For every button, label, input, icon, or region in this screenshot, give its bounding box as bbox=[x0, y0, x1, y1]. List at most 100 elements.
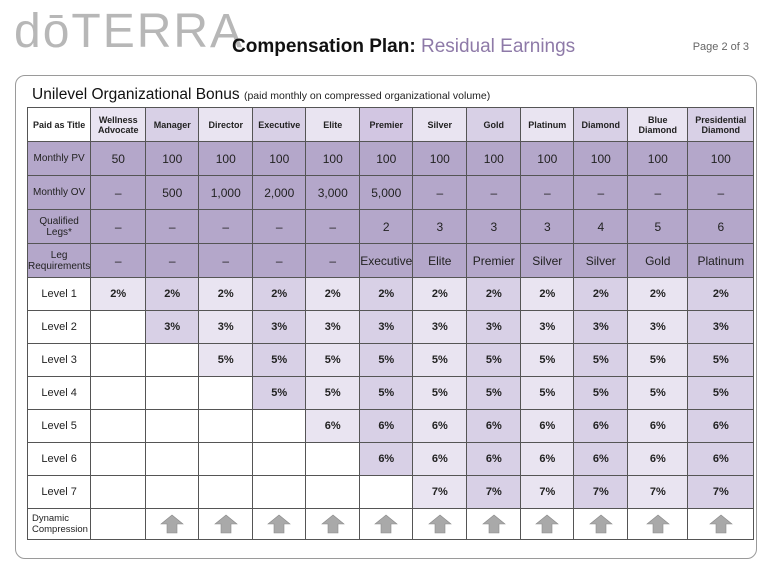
requirement-cell: – bbox=[687, 175, 755, 210]
requirement-cell: – bbox=[520, 175, 575, 210]
requirement-cell: Gold bbox=[627, 243, 689, 278]
requirement-cell: – bbox=[627, 175, 689, 210]
rank-header: Blue Diamond bbox=[627, 107, 689, 142]
section-heading: Unilevel Organizational Bonus (paid mont… bbox=[32, 86, 490, 104]
requirement-cell: – bbox=[252, 243, 307, 278]
requirement-cell: – bbox=[466, 175, 522, 210]
empty-cell bbox=[90, 343, 147, 377]
requirement-cell: Silver bbox=[520, 243, 575, 278]
percentage-cell: 7% bbox=[520, 475, 575, 509]
percentage-cell: 3% bbox=[359, 310, 414, 344]
empty-cell bbox=[252, 475, 307, 509]
requirement-cell: 5,000 bbox=[359, 175, 414, 210]
requirement-cell: Elite bbox=[412, 243, 468, 278]
requirement-cell: 100 bbox=[145, 141, 200, 176]
compression-cell bbox=[305, 508, 361, 540]
rank-header: Wellness Advocate bbox=[90, 107, 147, 142]
percentage-cell: 7% bbox=[412, 475, 468, 509]
percentage-cell: 3% bbox=[145, 310, 200, 344]
percentage-cell: 5% bbox=[520, 376, 575, 410]
requirement-cell: – bbox=[573, 175, 629, 210]
requirement-cell: 100 bbox=[687, 141, 755, 176]
requirement-cell: – bbox=[305, 209, 361, 244]
section-note: (paid monthly on compressed organization… bbox=[243, 90, 491, 102]
requirement-cell: Silver bbox=[573, 243, 629, 278]
level-label: Level 7 bbox=[26, 475, 92, 509]
requirement-cell: 100 bbox=[198, 141, 254, 176]
percentage-cell: 5% bbox=[687, 376, 755, 410]
percentage-cell: 6% bbox=[359, 442, 414, 476]
requirement-row: Monthly PV 50 100 100 100 100 100 100 100 100 100 1… bbox=[26, 141, 755, 176]
empty-cell bbox=[90, 376, 147, 410]
row-label: Monthly OV bbox=[26, 175, 92, 210]
percentage-cell: 3% bbox=[466, 310, 522, 344]
requirement-cell: 100 bbox=[520, 141, 575, 176]
requirement-cell: 100 bbox=[305, 141, 361, 176]
level-label: Level 3 bbox=[26, 343, 92, 377]
percentage-cell: 2% bbox=[198, 277, 254, 311]
rank-header: Presidential Diamond bbox=[687, 107, 755, 142]
percentage-cell: 5% bbox=[627, 376, 689, 410]
percentage-cell: 6% bbox=[573, 442, 629, 476]
percentage-cell: 3% bbox=[520, 310, 575, 344]
percentage-cell: 3% bbox=[412, 310, 468, 344]
compression-cell bbox=[466, 508, 522, 540]
percentage-cell: 5% bbox=[305, 376, 361, 410]
percentage-cell: 6% bbox=[305, 409, 361, 443]
compression-cell bbox=[687, 508, 755, 540]
requirement-cell: 3 bbox=[412, 209, 468, 244]
requirement-cell: 1,000 bbox=[198, 175, 254, 210]
row-label: Leg Requirements bbox=[26, 243, 92, 278]
requirement-cell: Platinum bbox=[687, 243, 755, 278]
percentage-cell: 5% bbox=[412, 343, 468, 377]
level-row: Level 5 6% 6% 6% 6% 6% 6% 6% 6% bbox=[26, 409, 755, 443]
percentage-cell: 5% bbox=[627, 343, 689, 377]
requirement-row: Monthly OV –500 1,000 2,000 3,000 5,000– – – – – – bbox=[26, 175, 755, 210]
percentage-cell: 2% bbox=[573, 277, 629, 311]
percentage-cell: 2% bbox=[466, 277, 522, 311]
empty-cell bbox=[252, 442, 307, 476]
section-title: Unilevel Organizational Bonus bbox=[32, 86, 240, 103]
percentage-cell: 2% bbox=[305, 277, 361, 311]
percentage-cell: 5% bbox=[412, 376, 468, 410]
empty-cell bbox=[90, 310, 147, 344]
percentage-cell: 6% bbox=[520, 409, 575, 443]
compression-cell bbox=[573, 508, 629, 540]
empty-cell bbox=[305, 442, 361, 476]
compression-cell bbox=[145, 508, 200, 540]
empty-cell bbox=[198, 376, 254, 410]
requirement-cell: – bbox=[412, 175, 468, 210]
requirement-cell: Executive bbox=[359, 243, 414, 278]
percentage-cell: 6% bbox=[466, 442, 522, 476]
percentage-cell: 2% bbox=[687, 277, 755, 311]
title-bold: Compensation Plan: bbox=[232, 36, 416, 57]
empty-cell bbox=[145, 475, 200, 509]
empty-cell bbox=[198, 409, 254, 443]
requirement-cell: – bbox=[198, 209, 254, 244]
percentage-cell: 5% bbox=[573, 343, 629, 377]
percentage-cell: 7% bbox=[466, 475, 522, 509]
doterra-logo: dōTERRA bbox=[14, 5, 245, 58]
percentage-cell: 7% bbox=[687, 475, 755, 509]
empty-cell bbox=[198, 442, 254, 476]
rank-header: Gold bbox=[466, 107, 522, 142]
level-row: Level 6 6% 6% 6% 6% 6% 6% 6% bbox=[26, 442, 755, 476]
empty-cell bbox=[90, 442, 147, 476]
percentage-cell: 5% bbox=[520, 343, 575, 377]
requirement-cell: – bbox=[145, 209, 200, 244]
percentage-cell: 2% bbox=[520, 277, 575, 311]
row-label: Qualified Legs* bbox=[26, 209, 92, 244]
requirement-cell: – bbox=[90, 175, 147, 210]
requirement-cell: 100 bbox=[412, 141, 468, 176]
requirement-cell: 100 bbox=[359, 141, 414, 176]
title-light: Residual Earnings bbox=[420, 36, 576, 57]
requirement-cell: 100 bbox=[627, 141, 689, 176]
level-row: Level 4 5% 5% 5% 5% 5% 5% 5% 5% 5% bbox=[26, 376, 755, 410]
level-label: Level 1 bbox=[26, 277, 92, 311]
percentage-cell: 3% bbox=[305, 310, 361, 344]
rank-header: Diamond bbox=[573, 107, 629, 142]
compression-cell bbox=[359, 508, 414, 540]
requirement-cell: – bbox=[90, 243, 147, 278]
requirement-cell: 2,000 bbox=[252, 175, 307, 210]
up-arrow-icon bbox=[267, 514, 292, 534]
